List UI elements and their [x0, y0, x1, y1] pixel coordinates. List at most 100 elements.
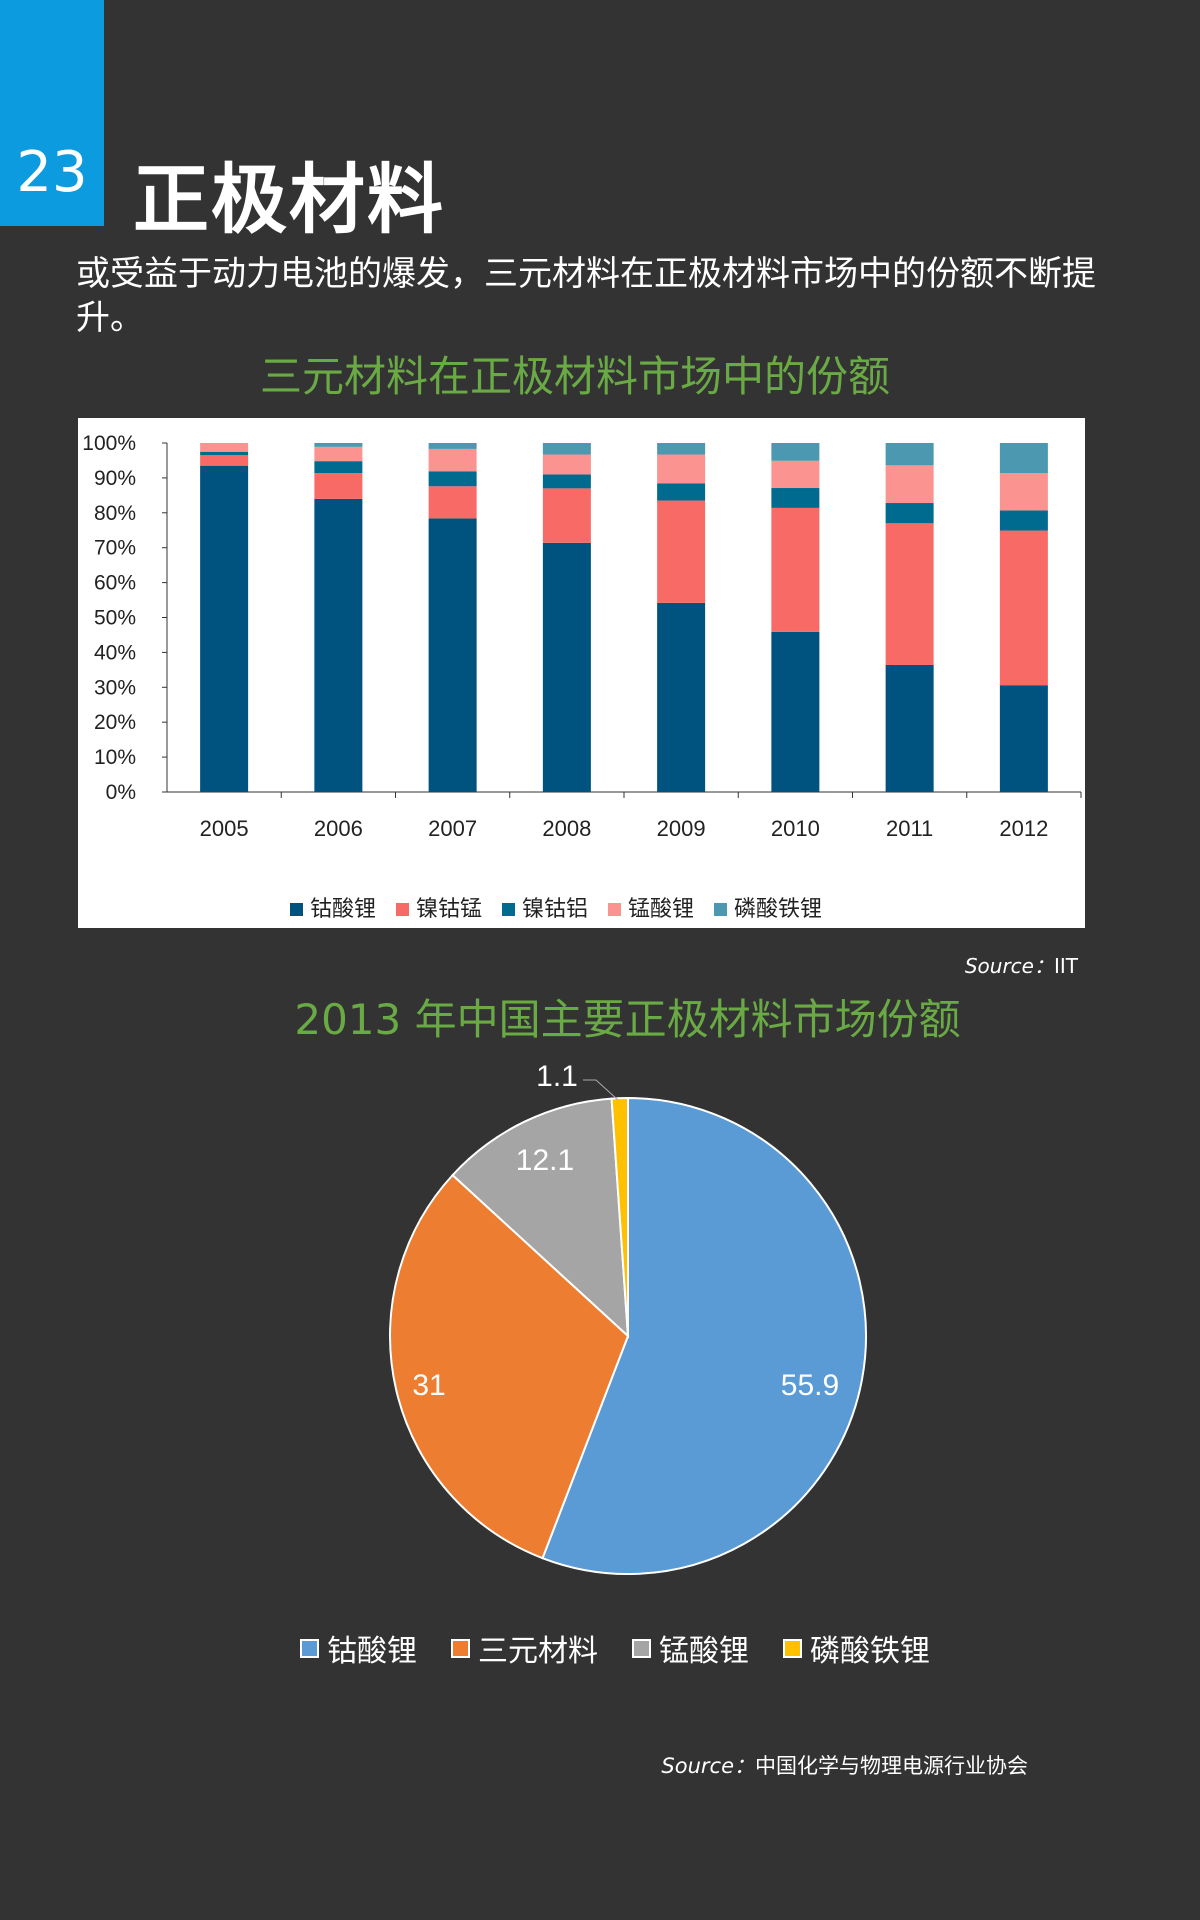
bar-segment — [999, 510, 1048, 531]
bar-segment — [428, 443, 477, 449]
legend-swatch — [451, 1638, 470, 1658]
y-tick-label: 10% — [94, 746, 136, 769]
bar-segment — [999, 685, 1048, 792]
legend-label: 三元材料 — [478, 1634, 598, 1669]
bar-segment — [428, 471, 477, 487]
page-title: 正极材料 — [133, 155, 445, 244]
bar-segment — [428, 448, 477, 472]
legend-item: 锰酸锂 — [632, 1626, 749, 1670]
bar-segment — [200, 451, 249, 456]
section-number-box — [0, 0, 104, 226]
pie-chart-title: 2013 年中国主要正极材料市场份额 — [294, 995, 961, 1044]
bar-chart-source: Source：IIT — [965, 950, 1078, 979]
legend-label: 镍钴锰 — [416, 896, 482, 921]
bar-segment — [657, 500, 706, 603]
x-tick-label: 2010 — [771, 816, 820, 841]
y-tick-label: 90% — [94, 467, 136, 490]
bar-segment — [771, 631, 820, 792]
legend-swatch — [714, 903, 727, 916]
x-tick-label: 2011 — [886, 816, 933, 841]
legend-swatch — [632, 1638, 651, 1658]
bar-segment — [885, 523, 934, 665]
pie-legend: 钴酸锂 三元材料 锰酸锂 磷酸铁锂 — [300, 1626, 930, 1670]
bar-segment — [657, 602, 706, 792]
bar-segment — [428, 518, 477, 792]
legend-swatch — [300, 1638, 319, 1658]
bar-segment — [999, 530, 1048, 686]
y-tick-label: 80% — [94, 502, 136, 525]
pie-chart-source: Source：中国化学与物理电源行业协会 — [661, 1750, 1028, 1780]
y-tick-label: 60% — [94, 572, 136, 595]
bar-segment — [657, 454, 706, 484]
intro-text: 或受益于动力电池的爆发，三元材料在正极材料市场中的份额不断提升。 — [76, 254, 1096, 338]
source-label: Source： — [964, 954, 1054, 978]
x-tick-label: 2009 — [657, 816, 706, 841]
pie-data-label: 1.1 — [536, 1060, 578, 1093]
bar-segment — [885, 465, 934, 504]
legend-label: 磷酸铁锂 — [810, 1634, 930, 1669]
source-value: IIT — [1053, 954, 1078, 978]
leader-line — [583, 1079, 619, 1101]
bar-segment — [542, 542, 591, 792]
bar-segment — [314, 446, 363, 462]
legend-item: 磷酸铁锂 — [783, 1626, 930, 1670]
pie-slice — [389, 1173, 630, 1560]
y-tick-label: 70% — [94, 537, 136, 560]
legend-swatch — [608, 903, 621, 916]
bar-segment — [314, 443, 363, 447]
y-tick-label: 0% — [106, 781, 136, 804]
legend-swatch — [290, 903, 303, 916]
pie-slice — [541, 1096, 867, 1575]
pie-data-label: 31 — [412, 1369, 445, 1402]
bar-segment — [542, 443, 591, 455]
bar-segment — [314, 461, 363, 474]
bar-segment — [771, 507, 820, 632]
pie-data-label: 12.1 — [516, 1144, 574, 1177]
y-tick-label: 100% — [82, 432, 136, 455]
legend-swatch — [502, 903, 515, 916]
bar-segment — [542, 488, 591, 543]
source-label: Source： — [661, 1754, 755, 1778]
bar-segment — [314, 498, 363, 792]
section-number: 23 — [16, 140, 88, 205]
pie-slice — [451, 1097, 630, 1339]
bar-segment — [657, 443, 706, 455]
y-tick-label: 30% — [94, 676, 136, 699]
legend-label: 锰酸锂 — [628, 896, 694, 921]
y-tick-label: 40% — [94, 641, 136, 664]
legend-swatch — [783, 1638, 802, 1658]
bar-segment — [885, 503, 934, 524]
x-tick-label: 2005 — [200, 816, 249, 841]
y-tick-label: 20% — [94, 711, 136, 734]
bar-segment — [771, 488, 820, 508]
bar-segment — [314, 473, 363, 499]
bar-segment — [885, 443, 934, 466]
bar-segment — [542, 454, 591, 475]
legend-label: 钴酸锂 — [310, 896, 376, 921]
bar-segment — [885, 664, 934, 792]
pie-data-label: 55.9 — [781, 1369, 839, 1402]
legend-item: 三元材料 — [451, 1626, 598, 1670]
legend-label: 镍钴铝 — [522, 896, 588, 921]
bar-segment — [200, 455, 249, 466]
bar-segment — [428, 486, 477, 519]
x-tick-label: 2006 — [314, 816, 363, 841]
bar-segment — [200, 465, 249, 792]
bar-segment — [542, 474, 591, 489]
bar-segment — [771, 443, 820, 461]
bar-chart-panel: 0% 10% 20% 30% 40% 50% 60% 70% 80% 90% 100% 2005 200… — [78, 418, 1085, 928]
bar-segment — [771, 460, 820, 489]
x-tick-label: 2008 — [542, 816, 591, 841]
legend-label: 锰酸锂 — [659, 1634, 749, 1669]
legend-item: 钴酸锂 — [300, 1626, 417, 1670]
x-tick-label: 2012 — [999, 816, 1048, 841]
pie-slice — [610, 1096, 629, 1337]
source-value: 中国化学与物理电源行业协会 — [755, 1754, 1028, 1778]
bar-chart: 0% 10% 20% 30% 40% 50% 60% 70% 80% 90% 100% 2005 200… — [82, 432, 1082, 921]
bar-segment — [999, 443, 1048, 474]
legend-swatch — [396, 903, 409, 916]
bar-segment — [200, 443, 249, 452]
bar-chart-title: 三元材料在正极材料市场中的份额 — [259, 352, 890, 401]
legend-label: 钴酸锂 — [327, 1634, 417, 1669]
pie-chart: 55.9 31 12.1 1.1 — [389, 1060, 867, 1575]
